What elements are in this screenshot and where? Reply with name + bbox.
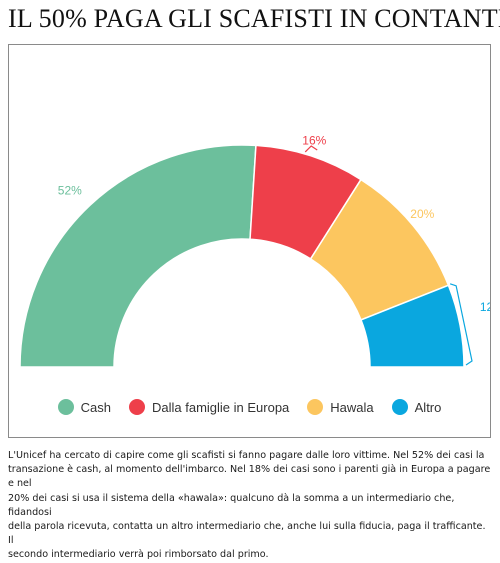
legend-label-famiglie: Dalla famiglie in Europa xyxy=(151,399,290,415)
slice-cash xyxy=(19,144,257,368)
caption-text: L'Unicef ha cercato di capire come gli s… xyxy=(8,449,492,563)
caption-line: della parola ricevuta, contatta un altro… xyxy=(8,521,486,547)
caption-line: L'Unicef ha cercato di capire come gli s… xyxy=(8,450,485,461)
caption-line: transazione è cash, al momento dell'imba… xyxy=(8,464,491,490)
legend-item-cash: Cash xyxy=(57,399,111,415)
legend-label-altro: Altro xyxy=(414,399,442,415)
value-label-altro: 12% xyxy=(480,300,490,314)
value-bracket-altro xyxy=(449,283,473,366)
slice-altro xyxy=(360,284,465,368)
value-label-famiglie: 16% xyxy=(302,133,326,147)
legend-item-famiglie: Dalla famiglie in Europa xyxy=(128,399,290,415)
half-donut-chart: 52% 16% 20% 12% xyxy=(19,133,490,368)
legend-item-hawala: Hawala xyxy=(307,399,374,415)
chart-panel: 52% 16% 20% 12% Cash Dalla famiglie in Euro… xyxy=(8,44,491,438)
legend-swatch-altro xyxy=(391,399,408,415)
legend-swatch-famiglie xyxy=(128,399,145,415)
page-title: IL 50% PAGA GLI SCAFISTI IN CONTANTI xyxy=(8,4,500,33)
legend-item-altro: Altro xyxy=(391,399,442,415)
legend-swatch-cash xyxy=(57,399,74,415)
caption-line: 20% dei casi si usa il sistema della «ha… xyxy=(8,492,455,518)
value-bracket-famiglie xyxy=(304,145,318,153)
legend-label-hawala: Hawala xyxy=(330,399,374,415)
value-label-hawala: 20% xyxy=(410,207,434,221)
value-label-cash: 52% xyxy=(58,183,82,197)
legend-label-cash: Cash xyxy=(80,399,111,415)
legend-swatch-hawala xyxy=(307,399,324,415)
chart-legend: Cash Dalla famiglie in Europa Hawala Alt… xyxy=(9,399,490,415)
caption-line: secondo intermediario verrà poi rimborsa… xyxy=(8,549,269,561)
